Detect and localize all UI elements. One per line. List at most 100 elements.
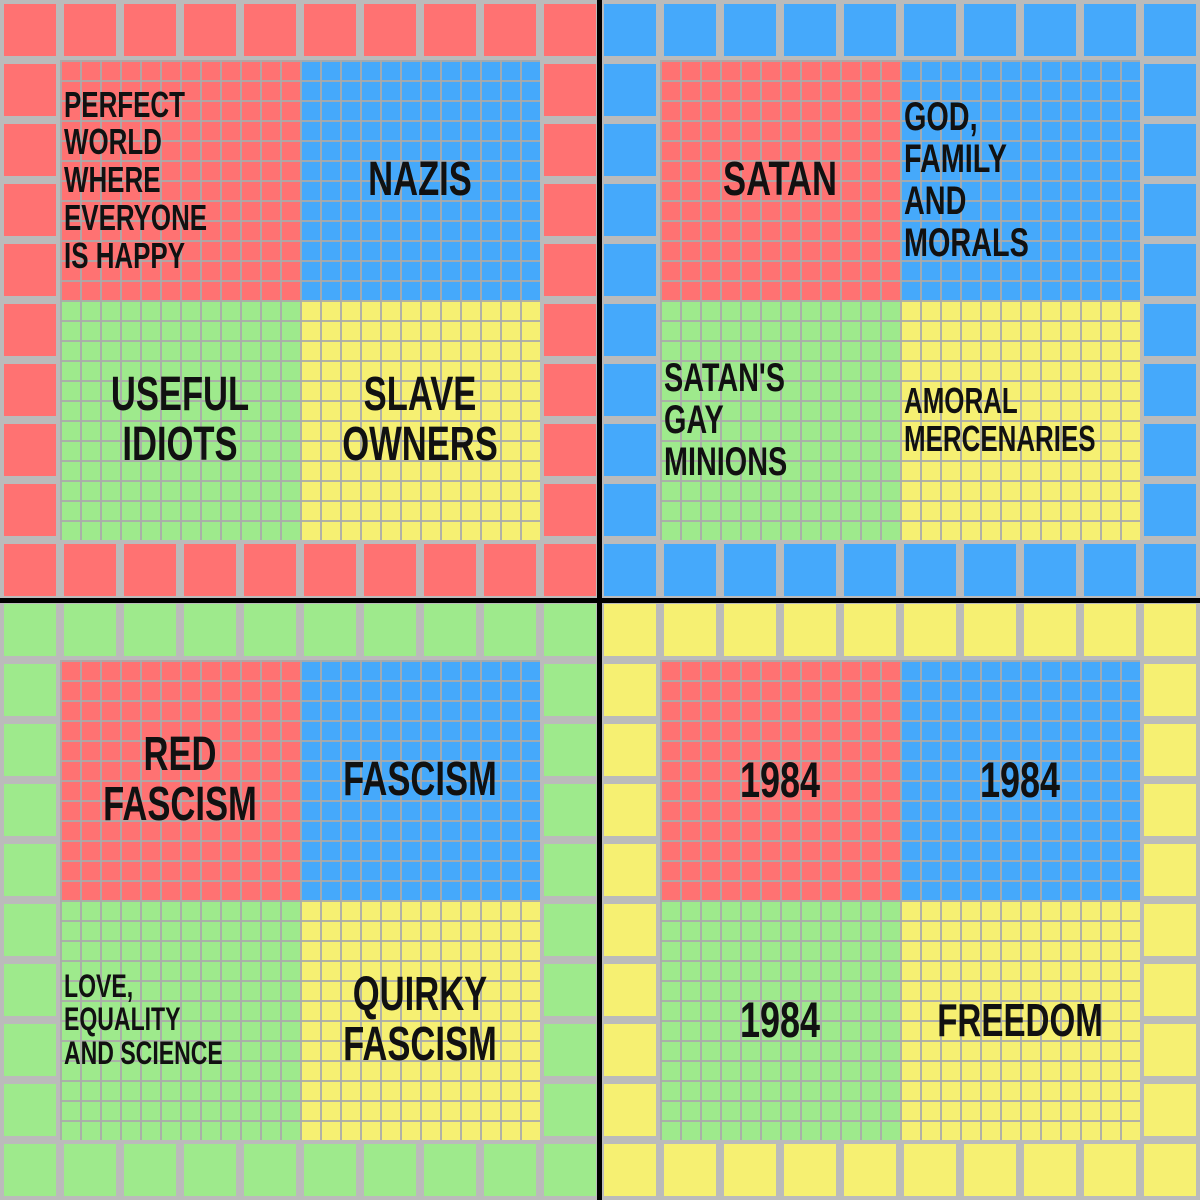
border-tile [1144, 1084, 1196, 1136]
quadrant-cell: SLAVE OWNERS [300, 300, 540, 540]
border-tile [604, 904, 656, 956]
border-tile [964, 604, 1016, 656]
cell-label: 1984 [739, 751, 821, 808]
quadrant-cell: FREEDOM [900, 900, 1140, 1140]
border-tile [1144, 964, 1196, 1016]
border-tile [4, 1084, 56, 1136]
border-tile [604, 724, 656, 776]
border-tile [484, 4, 536, 56]
border-tile [1024, 604, 1076, 656]
border-tile [1144, 184, 1196, 236]
border-tile [1024, 1144, 1076, 1196]
border-tile [64, 604, 116, 656]
border-tile [904, 544, 956, 596]
border-tile [544, 124, 596, 176]
cell-label: 1984 [739, 991, 821, 1048]
quadrant-cell: PERFECT WORLD WHERE EVERYONE IS HAPPY [60, 60, 300, 300]
border-tile [4, 904, 56, 956]
border-tile [604, 484, 656, 536]
border-tile [124, 4, 176, 56]
border-tile [1144, 724, 1196, 776]
border-tile [1144, 424, 1196, 476]
quadrant-cell: 1984 [660, 900, 900, 1140]
border-tile [1144, 904, 1196, 956]
cell-label: 1984 [979, 751, 1061, 808]
border-tile [64, 544, 116, 596]
cell-label: SLAVE OWNERS [342, 367, 498, 471]
border-tile [244, 544, 296, 596]
border-tile [184, 544, 236, 596]
border-tile [844, 1144, 896, 1196]
border-tile [4, 184, 56, 236]
border-tile [544, 664, 596, 716]
border-tile [484, 1144, 536, 1196]
border-tile [604, 304, 656, 356]
border-tile [1144, 124, 1196, 176]
border-tile [424, 4, 476, 56]
cell-label: SATAN'S GAY MINIONS [664, 356, 788, 484]
border-tile [724, 1144, 776, 1196]
border-tile [1144, 664, 1196, 716]
border-tile [4, 484, 56, 536]
border-tile [964, 1144, 1016, 1196]
border-tile [1144, 1144, 1196, 1196]
border-tile [784, 604, 836, 656]
border-tile [544, 964, 596, 1016]
border-tile [544, 64, 596, 116]
border-tile [4, 4, 56, 56]
border-tile [544, 724, 596, 776]
border-tile [1144, 364, 1196, 416]
border-tile [244, 4, 296, 56]
border-tile [124, 604, 176, 656]
border-tile [4, 724, 56, 776]
border-tile [784, 544, 836, 596]
border-tile [304, 604, 356, 656]
border-tile [184, 1144, 236, 1196]
border-tile [544, 544, 596, 596]
border-tile [364, 604, 416, 656]
border-tile [964, 544, 1016, 596]
border-tile [184, 4, 236, 56]
border-tile [4, 364, 56, 416]
border-tile [4, 664, 56, 716]
border-tile [4, 544, 56, 596]
border-tile [544, 604, 596, 656]
cell-label: LOVE, EQUALITY AND SCIENCE [64, 967, 223, 1071]
border-tile [844, 604, 896, 656]
border-tile [4, 1144, 56, 1196]
quadrant-cell: QUIRKY FASCISM [300, 900, 540, 1140]
border-tile [184, 604, 236, 656]
border-tile [1144, 4, 1196, 56]
border-tile [604, 784, 656, 836]
border-tile [484, 544, 536, 596]
border-tile [1084, 604, 1136, 656]
border-tile [4, 64, 56, 116]
border-tile [1084, 1144, 1136, 1196]
border-tile [1144, 304, 1196, 356]
border-tile [4, 244, 56, 296]
border-tile [4, 964, 56, 1016]
quadrant-cell: SATAN [660, 60, 900, 300]
quadrant: 1984 1984 1984 FREEDOM [600, 600, 1200, 1200]
quadrant-cell: RED FASCISM [60, 660, 300, 900]
border-tile [604, 364, 656, 416]
cell-label: GOD, FAMILY AND MORALS [904, 95, 1029, 265]
border-tile [124, 544, 176, 596]
border-tile [424, 604, 476, 656]
border-tile [604, 64, 656, 116]
border-tile [844, 544, 896, 596]
border-tile [784, 1144, 836, 1196]
quadrant: RED FASCISM FASCISM LOVE, EQUALITY AND SCI… [0, 600, 600, 1200]
cell-label: AMORAL MERCENARIES [904, 380, 1096, 459]
quadrant-cell: NAZIS [300, 60, 540, 300]
border-tile [604, 244, 656, 296]
border-tile [1144, 844, 1196, 896]
border-tile [124, 1144, 176, 1196]
border-tile [604, 1084, 656, 1136]
border-tile [904, 4, 956, 56]
border-tile [604, 604, 656, 656]
border-tile [424, 1144, 476, 1196]
quadrant-cell: 1984 [900, 660, 1140, 900]
border-tile [964, 4, 1016, 56]
